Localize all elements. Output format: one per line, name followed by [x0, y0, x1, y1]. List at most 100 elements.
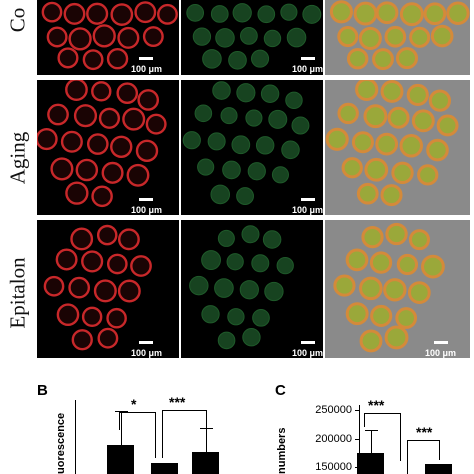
oocyte-cell [98, 107, 121, 129]
oocyte-cell [55, 248, 78, 271]
oocyte-cell [65, 80, 88, 101]
oocyte-cell [57, 47, 79, 69]
panel-letter-b: B [37, 382, 48, 399]
oocyte-cell [391, 161, 414, 185]
oocyte-cell [86, 133, 109, 155]
panel-b-bracket-2-right [206, 410, 207, 440]
oocyte-cell [81, 306, 103, 328]
oocyte-cell [186, 3, 205, 22]
cells-layer [186, 3, 322, 70]
oocyte-cell [325, 127, 349, 151]
scale-bar-label: 100 μm [131, 205, 163, 215]
oocyte-cell [260, 84, 280, 103]
oocyte-cell [197, 158, 215, 176]
oocyte-cell [345, 302, 369, 326]
oocyte-cell [358, 26, 382, 50]
oocyte-cell [353, 1, 378, 26]
panel-b-bracket-1-left [119, 412, 120, 430]
oocyte-cell [122, 107, 146, 131]
image-epitalon-merge: 100 μm [325, 220, 470, 358]
oocyte-cell [96, 224, 118, 246]
cells-layer [189, 225, 294, 350]
oocyte-cell [194, 104, 213, 123]
oocyte-cell [220, 107, 238, 125]
oocyte-cell [333, 274, 356, 297]
panel-c-bracket-2-right [439, 440, 440, 460]
oocyte-cell [71, 329, 93, 351]
oocyte-cell [137, 89, 160, 111]
cells-layer [43, 224, 152, 351]
panel-b-bracket-1-right [155, 412, 156, 458]
oocyte-cell [130, 255, 152, 277]
panel-b-bracket-1 [119, 412, 155, 413]
oocyte-cell [251, 254, 270, 273]
oocyte-cell [395, 307, 418, 329]
image-control-merge [325, 0, 470, 75]
scale-bar [139, 198, 153, 201]
oocyte-cell [101, 161, 124, 184]
oocyte-cell [91, 81, 112, 102]
cells-layer [329, 0, 470, 71]
scale-bar [301, 198, 315, 201]
cells-layer [37, 80, 167, 208]
oocyte-cell [363, 104, 388, 129]
panel-c-bracket-2 [407, 440, 439, 441]
oocyte-cell [399, 134, 423, 158]
oocyte-cell [375, 132, 399, 156]
oocyte-cell [364, 157, 389, 182]
oocyte-cell [436, 114, 459, 137]
oocyte-cell [409, 26, 431, 48]
oocyte-cell [271, 166, 289, 184]
oocyte-cell [385, 222, 408, 246]
cells-layer [182, 81, 310, 205]
cells-layer [41, 1, 178, 71]
scale-bar [139, 341, 153, 344]
oocyte-cell [182, 131, 201, 150]
oocyte-cell [212, 81, 231, 100]
panel-c-y-axis-label: numbers [276, 427, 288, 474]
oocyte-cell [380, 80, 404, 103]
oocyte-cell [372, 48, 394, 71]
panel-b-bar-control [107, 445, 134, 474]
oocyte-cell [369, 251, 393, 274]
image-epitalon-red: 100 μm [37, 220, 179, 358]
panel-c-bracket-1 [364, 413, 400, 414]
panel-c-tick-mark [355, 410, 359, 411]
oocyte-cell [202, 49, 222, 69]
oocyte-cell [408, 229, 430, 251]
oocyte-cell [384, 325, 409, 350]
oocyte-cell [46, 26, 68, 48]
panel-b-bar-epitalon-error-cap [199, 428, 213, 430]
oocyte-cell [215, 28, 235, 48]
panel-b-y-axis [75, 400, 76, 474]
oocyte-cell [126, 163, 150, 187]
oocyte-cell [192, 27, 212, 46]
oocyte-cell [135, 139, 159, 163]
oocyte-cell [70, 227, 94, 251]
oocyte-cell [337, 102, 359, 125]
oocyte-cell [37, 127, 58, 151]
oocyte-cell [217, 331, 236, 350]
oocyte-cell [399, 2, 424, 27]
oocyte-cell [217, 229, 235, 247]
oocyte-cell [117, 279, 141, 303]
oocyte-cell [232, 3, 252, 23]
oocyte-cell [423, 2, 447, 26]
oocyte-cell [56, 303, 80, 327]
oocyte-cell [406, 83, 429, 106]
panel-b-bracket-2-left [162, 410, 163, 458]
scale-bar [301, 57, 315, 60]
oocyte-cell [43, 275, 65, 297]
oocyte-cell [117, 26, 140, 49]
oocyte-cell [280, 3, 298, 21]
oocyte-cell [93, 279, 117, 303]
oocyte-cell [384, 25, 407, 48]
oocyte-cell [355, 80, 379, 102]
row-label-aging: Aging [5, 131, 30, 185]
panel-b-bar-epitalon [192, 451, 219, 474]
oocyte-cell [106, 47, 129, 70]
oocyte-cell [75, 158, 99, 182]
panel-c-bar-control-error-cap [364, 429, 378, 431]
image-aging-merge [325, 80, 470, 215]
oocyte-cell [387, 106, 410, 129]
